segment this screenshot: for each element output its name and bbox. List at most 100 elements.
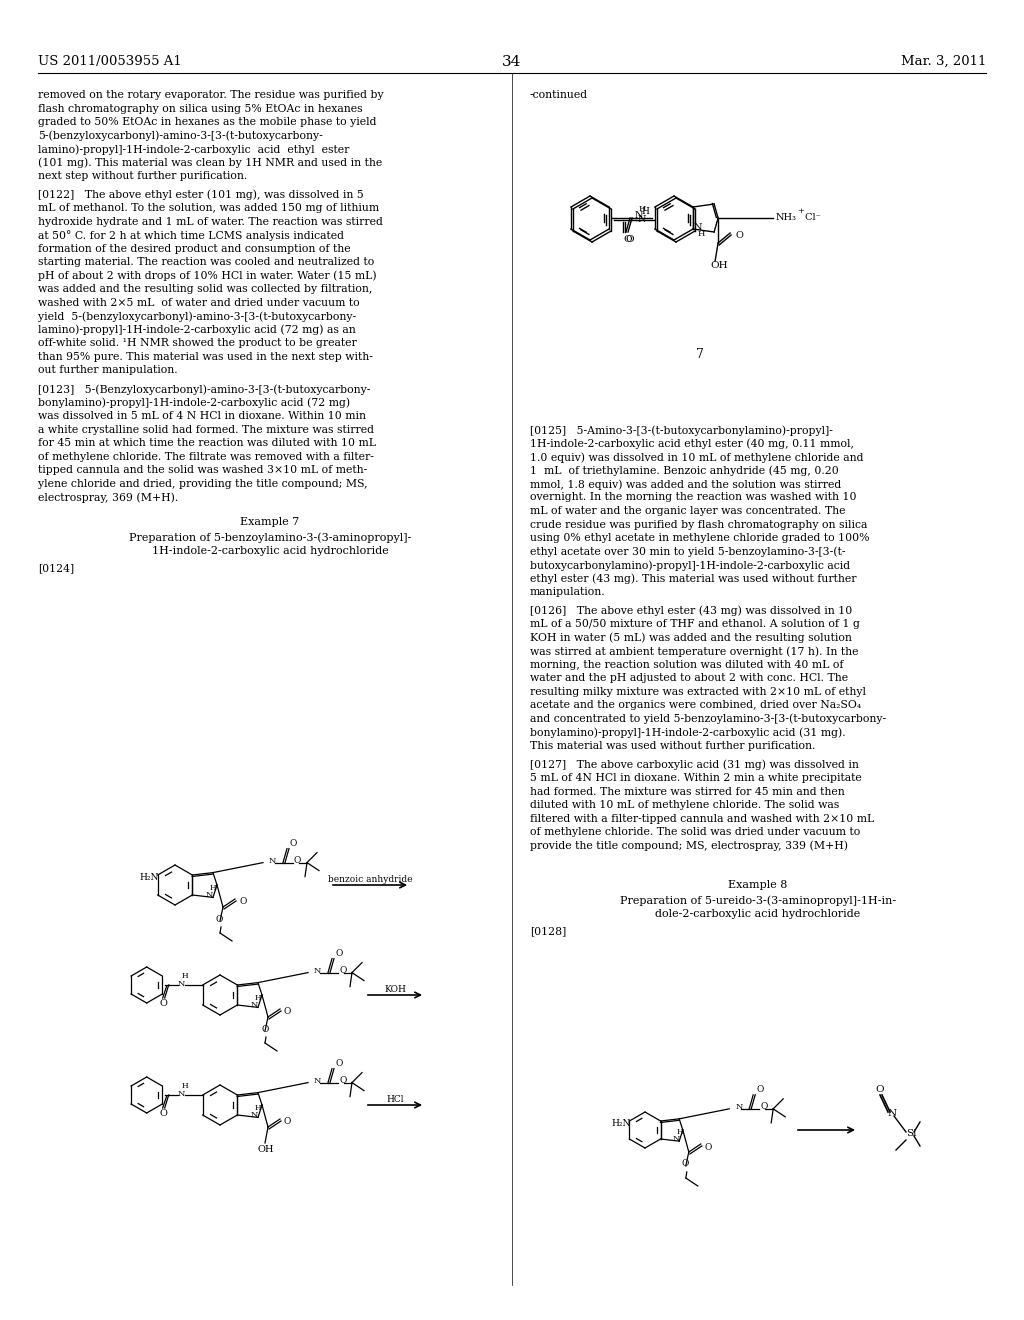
Text: was stirred at ambient temperature overnight (17 h). In the: was stirred at ambient temperature overn…: [530, 647, 858, 657]
Text: N: N: [314, 966, 322, 974]
Text: mmol, 1.8 equiv) was added and the solution was stirred: mmol, 1.8 equiv) was added and the solut…: [530, 479, 842, 490]
Text: N: N: [694, 223, 702, 232]
Text: next step without further purification.: next step without further purification.: [38, 172, 247, 181]
Text: H: H: [697, 230, 705, 238]
Text: H: H: [641, 207, 649, 216]
Text: O: O: [284, 1118, 292, 1126]
Text: O: O: [239, 898, 247, 907]
Text: H: H: [677, 1129, 683, 1137]
Text: O: O: [216, 915, 223, 924]
Text: KOH in water (5 mL) was added and the resulting solution: KOH in water (5 mL) was added and the re…: [530, 632, 852, 643]
Text: 5 mL of 4N HCl in dioxane. Within 2 min a white precipitate: 5 mL of 4N HCl in dioxane. Within 2 min …: [530, 774, 862, 783]
Text: butoxycarbonylamino)-propyl]-1H-indole-2-carboxylic acid: butoxycarbonylamino)-propyl]-1H-indole-2…: [530, 560, 850, 570]
Text: N: N: [251, 1111, 258, 1119]
Text: O: O: [682, 1159, 689, 1168]
Text: HCl: HCl: [386, 1094, 403, 1104]
Text: US 2011/0053955 A1: US 2011/0053955 A1: [38, 55, 181, 69]
Text: [0127]   The above carboxylic acid (31 mg) was dissolved in: [0127] The above carboxylic acid (31 mg)…: [530, 760, 859, 771]
Text: for 45 min at which time the reaction was diluted with 10 mL: for 45 min at which time the reaction wa…: [38, 438, 376, 449]
Text: 1  mL  of triethylamine. Benzoic anhydride (45 mg, 0.20: 1 mL of triethylamine. Benzoic anhydride…: [530, 466, 839, 477]
Text: starting material. The reaction was cooled and neutralized to: starting material. The reaction was cool…: [38, 257, 374, 268]
Text: H₂N: H₂N: [139, 874, 159, 883]
Text: O: O: [623, 235, 632, 243]
Text: O: O: [160, 1110, 168, 1118]
Text: overnight. In the morning the reaction was washed with 10: overnight. In the morning the reaction w…: [530, 492, 856, 503]
Text: [0122]   The above ethyl ester (101 mg), was dissolved in 5: [0122] The above ethyl ester (101 mg), w…: [38, 190, 364, 201]
Text: a white crystalline solid had formed. The mixture was stirred: a white crystalline solid had formed. Th…: [38, 425, 374, 434]
Text: than 95% pure. This material was used in the next step with-: than 95% pure. This material was used in…: [38, 352, 373, 362]
Text: N: N: [178, 1090, 185, 1098]
Text: mL of methanol. To the solution, was added 150 mg of lithium: mL of methanol. To the solution, was add…: [38, 203, 379, 214]
Text: O: O: [339, 966, 346, 975]
Text: out further manipulation.: out further manipulation.: [38, 366, 177, 375]
Text: diluted with 10 mL of methylene chloride. The solid was: diluted with 10 mL of methylene chloride…: [530, 800, 840, 810]
Text: 1H-indole-2-carboxylic acid ethyl ester (40 mg, 0.11 mmol,: 1H-indole-2-carboxylic acid ethyl ester …: [530, 438, 854, 449]
Text: Mar. 3, 2011: Mar. 3, 2011: [901, 55, 986, 69]
Text: N: N: [269, 857, 276, 865]
Text: NH₃: NH₃: [775, 213, 796, 222]
Text: hydroxide hydrate and 1 mL of water. The reaction was stirred: hydroxide hydrate and 1 mL of water. The…: [38, 216, 383, 227]
Text: Example 7: Example 7: [241, 516, 300, 527]
Text: formation of the desired product and consumption of the: formation of the desired product and con…: [38, 244, 350, 253]
Text: mL of a 50/50 mixture of THF and ethanol. A solution of 1 g: mL of a 50/50 mixture of THF and ethanol…: [530, 619, 860, 630]
Text: provide the title compound; MS, electrospray, 339 (M+H): provide the title compound; MS, electros…: [530, 841, 848, 851]
Text: graded to 50% EtOAc in hexanes as the mobile phase to yield: graded to 50% EtOAc in hexanes as the mo…: [38, 117, 377, 127]
Text: morning, the reaction solution was diluted with 40 mL of: morning, the reaction solution was dilut…: [530, 660, 844, 671]
Text: H: H: [210, 884, 216, 892]
Text: benzoic anhydride: benzoic anhydride: [328, 874, 413, 883]
Text: filtered with a filter-tipped cannula and washed with 2×10 mL: filtered with a filter-tipped cannula an…: [530, 814, 874, 824]
Text: H: H: [638, 205, 646, 213]
Text: H: H: [255, 1105, 261, 1113]
Text: H₂N: H₂N: [611, 1119, 631, 1129]
Text: O: O: [335, 949, 342, 958]
Text: O: O: [735, 231, 743, 239]
Text: 5-(benzyloxycarbonyl)-amino-3-[3-(t-butoxycarbony-: 5-(benzyloxycarbonyl)-amino-3-[3-(t-buto…: [38, 131, 323, 141]
Text: mL of water and the organic layer was concentrated. The: mL of water and the organic layer was co…: [530, 506, 846, 516]
Text: O: O: [339, 1076, 346, 1085]
Text: O: O: [290, 840, 297, 849]
Text: This material was used without further purification.: This material was used without further p…: [530, 741, 815, 751]
Text: removed on the rotary evaporator. The residue was purified by: removed on the rotary evaporator. The re…: [38, 90, 384, 100]
Text: ethyl acetate over 30 min to yield 5-benzoylamino-3-[3-(t-: ethyl acetate over 30 min to yield 5-ben…: [530, 546, 846, 557]
Text: at 50° C. for 2 h at which time LCMS analysis indicated: at 50° C. for 2 h at which time LCMS ana…: [38, 231, 344, 242]
Text: N: N: [314, 1077, 322, 1085]
Text: tipped cannula and the solid was washed 3×10 mL of meth-: tipped cannula and the solid was washed …: [38, 465, 368, 475]
Text: of methylene chloride. The solid was dried under vacuum to: of methylene chloride. The solid was dri…: [530, 828, 860, 837]
Text: 1H-indole-2-carboxylic acid hydrochloride: 1H-indole-2-carboxylic acid hydrochlorid…: [152, 545, 388, 556]
Text: crude residue was purified by flash chromatography on silica: crude residue was purified by flash chro…: [530, 520, 867, 529]
Text: O: O: [705, 1143, 712, 1151]
Text: 7: 7: [696, 348, 703, 362]
Text: flash chromatography on silica using 5% EtOAc in hexanes: flash chromatography on silica using 5% …: [38, 103, 362, 114]
Text: [0125]   5-Amino-3-[3-(t-butoxycarbonylamino)-propyl]-: [0125] 5-Amino-3-[3-(t-butoxycarbonylami…: [530, 425, 833, 436]
Text: lamino)-propyl]-1H-indole-2-carboxylic acid (72 mg) as an: lamino)-propyl]-1H-indole-2-carboxylic a…: [38, 325, 355, 335]
Text: [0124]: [0124]: [38, 564, 74, 573]
Text: had formed. The mixture was stirred for 45 min and then: had formed. The mixture was stirred for …: [530, 787, 845, 797]
Text: using 0% ethyl acetate in methylene chloride graded to 100%: using 0% ethyl acetate in methylene chlo…: [530, 533, 869, 543]
Text: O: O: [160, 999, 168, 1008]
Text: +: +: [797, 207, 804, 215]
Text: N: N: [638, 214, 646, 223]
Text: lamino)-propyl]-1H-indole-2-carboxylic  acid  ethyl  ester: lamino)-propyl]-1H-indole-2-carboxylic a…: [38, 144, 349, 154]
Text: O: O: [625, 235, 634, 243]
Text: H: H: [255, 994, 261, 1002]
Text: off-white solid. ¹H NMR showed the product to be greater: off-white solid. ¹H NMR showed the produ…: [38, 338, 356, 348]
Text: bonylamino)-propyl]-1H-indole-2-carboxylic acid (72 mg): bonylamino)-propyl]-1H-indole-2-carboxyl…: [38, 397, 350, 408]
Text: H: H: [181, 972, 188, 979]
Text: Cl⁻: Cl⁻: [802, 213, 821, 222]
Text: [0126]   The above ethyl ester (43 mg) was dissolved in 10: [0126] The above ethyl ester (43 mg) was…: [530, 606, 852, 616]
Text: O: O: [294, 857, 301, 865]
Text: Example 8: Example 8: [728, 879, 787, 890]
Text: yield  5-(benzyloxycarbonyl)-amino-3-[3-(t-butoxycarbony-: yield 5-(benzyloxycarbonyl)-amino-3-[3-(…: [38, 312, 356, 322]
Text: O: O: [760, 1102, 768, 1111]
Text: was dissolved in 5 mL of 4 N HCl in dioxane. Within 10 min: was dissolved in 5 mL of 4 N HCl in diox…: [38, 412, 366, 421]
Text: bonylamino)-propyl]-1H-indole-2-carboxylic acid (31 mg).: bonylamino)-propyl]-1H-indole-2-carboxyl…: [530, 727, 846, 738]
Text: Si: Si: [906, 1130, 916, 1138]
Text: OH: OH: [257, 1144, 273, 1154]
Text: washed with 2×5 mL  of water and dried under vacuum to: washed with 2×5 mL of water and dried un…: [38, 298, 359, 308]
Text: N: N: [673, 1135, 680, 1143]
Text: OH: OH: [710, 261, 728, 271]
Text: N: N: [635, 211, 643, 220]
Text: [0128]: [0128]: [530, 927, 566, 936]
Text: N: N: [735, 1102, 742, 1111]
Text: electrospray, 369 (M+H).: electrospray, 369 (M+H).: [38, 492, 178, 503]
